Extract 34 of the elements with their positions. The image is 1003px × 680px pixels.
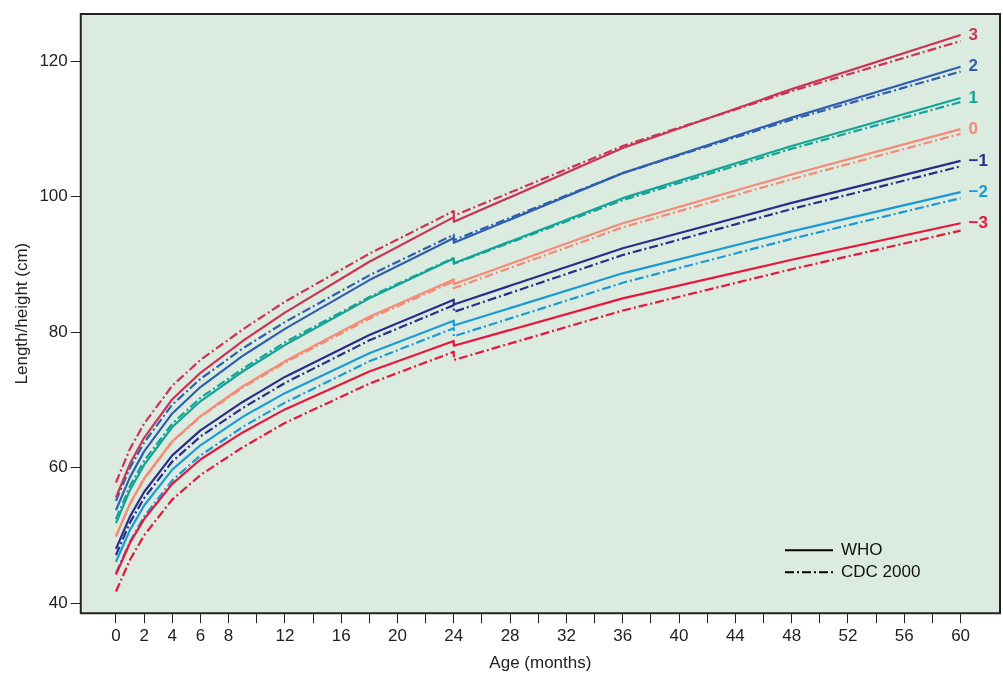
x-tick-label: 8 <box>223 626 234 646</box>
legend-label: WHO <box>841 539 883 559</box>
series-label: 2 <box>968 56 979 76</box>
series-label: −1 <box>968 150 988 170</box>
x-tick-label: 4 <box>167 626 177 646</box>
series-label: 1 <box>968 87 979 107</box>
x-tick-label: 6 <box>195 626 206 646</box>
x-tick-label: 40 <box>669 626 689 646</box>
y-axis-title: Length/height (cm) <box>11 242 31 385</box>
x-tick-label: 20 <box>388 626 407 646</box>
x-tick-label: 28 <box>500 626 520 646</box>
series-label: 0 <box>968 118 979 138</box>
y-tick-label: 100 <box>39 186 68 206</box>
y-tick-label: 60 <box>48 457 68 477</box>
legend-label: CDC 2000 <box>841 561 921 581</box>
x-tick-label: 48 <box>782 626 802 646</box>
x-tick-label: 44 <box>725 626 745 646</box>
x-tick-label: 2 <box>139 626 149 646</box>
series-label: 3 <box>968 24 979 44</box>
x-axis-title: Age (months) <box>489 653 592 673</box>
y-tick-label: 120 <box>39 51 68 71</box>
x-tick-label: 24 <box>444 626 464 646</box>
x-tick-label: 36 <box>613 626 633 646</box>
y-tick-label: 80 <box>48 321 68 341</box>
x-tick-label: 32 <box>556 626 576 646</box>
x-tick-label: 60 <box>951 626 971 646</box>
y-tick-label: 40 <box>48 592 68 612</box>
series-label: −3 <box>968 212 988 232</box>
x-tick-label: 0 <box>111 626 121 646</box>
x-tick-label: 52 <box>838 626 858 646</box>
series-label: −2 <box>968 181 988 201</box>
x-tick-label: 12 <box>275 626 295 646</box>
x-tick-label: 56 <box>894 626 914 646</box>
x-tick-label: 16 <box>331 626 351 646</box>
